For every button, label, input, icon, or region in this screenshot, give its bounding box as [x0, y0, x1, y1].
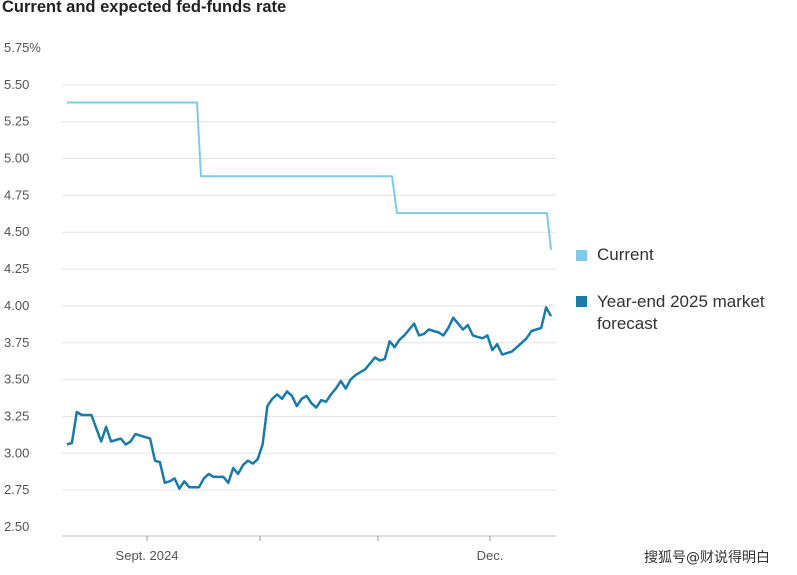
- gridlines: [62, 84, 556, 491]
- x-tick-label: Sept. 2024: [116, 548, 179, 563]
- series-line-forecast: [66, 306, 553, 490]
- y-tick-label: 5.25: [4, 114, 29, 129]
- y-tick-label: 3.50: [4, 372, 29, 387]
- y-tick-label: 5.50: [4, 77, 29, 92]
- series-lines: [66, 101, 553, 490]
- y-tick-label: 5.00: [4, 151, 29, 166]
- y-tick-label: 3.00: [4, 445, 29, 460]
- y-tick-label: 4.25: [4, 261, 29, 276]
- y-tick-label: 3.75: [4, 335, 29, 350]
- legend-swatch-forecast: [576, 296, 587, 307]
- y-tick-label: 3.25: [4, 408, 29, 423]
- chart-title: Current and expected fed-funds rate: [2, 0, 287, 16]
- x-tick-label: Dec.: [477, 548, 504, 563]
- y-tick-label: 2.75: [4, 482, 29, 497]
- legend: Current Year-end 2025 market forecast: [576, 245, 765, 333]
- y-tick-label: 2.50: [4, 519, 29, 534]
- y-tick-label: 4.50: [4, 224, 29, 239]
- x-axis: Sept. 2024 Dec.: [62, 535, 556, 563]
- series-line-current: [67, 101, 552, 251]
- legend-label-current: Current: [597, 245, 654, 264]
- y-axis-tick-labels: 5.75% 5.50 5.25 5.00 4.75 4.50 4.25 4.00 3.75 3.5…: [4, 40, 41, 534]
- watermark-text: 搜狐号@财说得明白: [644, 549, 770, 566]
- y-tick-label: 5.75%: [4, 40, 41, 55]
- y-tick-label: 4.75: [4, 187, 29, 202]
- y-tick-label: 4.00: [4, 298, 29, 313]
- legend-label-forecast: Year-end 2025 market forecast: [597, 292, 765, 333]
- legend-swatch-current: [576, 250, 587, 261]
